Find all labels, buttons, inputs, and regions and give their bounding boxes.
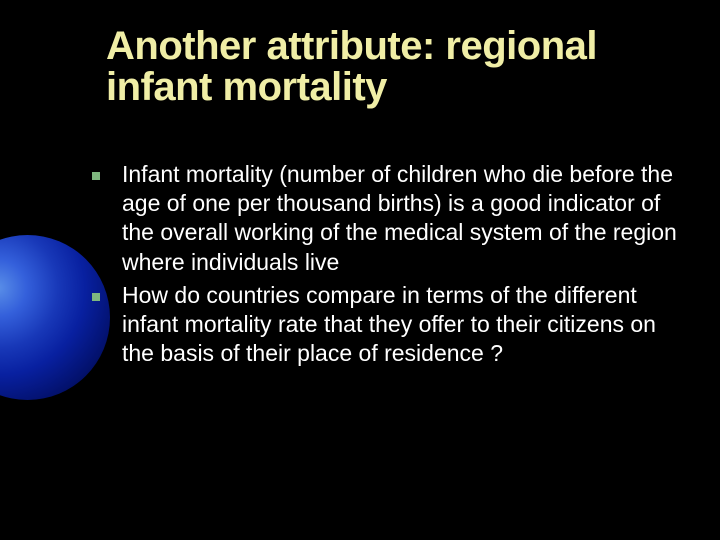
- slide: Another attribute: regional infant morta…: [0, 0, 720, 540]
- title-word: Another: [106, 26, 256, 67]
- title-word: attribute:: [266, 26, 434, 67]
- bullet-text: Infant mortality (number of children who…: [122, 160, 682, 277]
- title-word: regional: [445, 26, 597, 67]
- slide-body: Infant mortality (number of children who…: [92, 160, 682, 372]
- slide-title: Another attribute: regional infant morta…: [106, 26, 666, 108]
- bullet-item: Infant mortality (number of children who…: [92, 160, 682, 277]
- square-bullet-icon: [92, 172, 100, 180]
- title-word: infant: [106, 67, 212, 108]
- bullet-item: How do countries compare in terms of the…: [92, 281, 682, 369]
- title-word: mortality: [223, 67, 387, 108]
- square-bullet-icon: [92, 293, 100, 301]
- bullet-text: How do countries compare in terms of the…: [122, 281, 682, 369]
